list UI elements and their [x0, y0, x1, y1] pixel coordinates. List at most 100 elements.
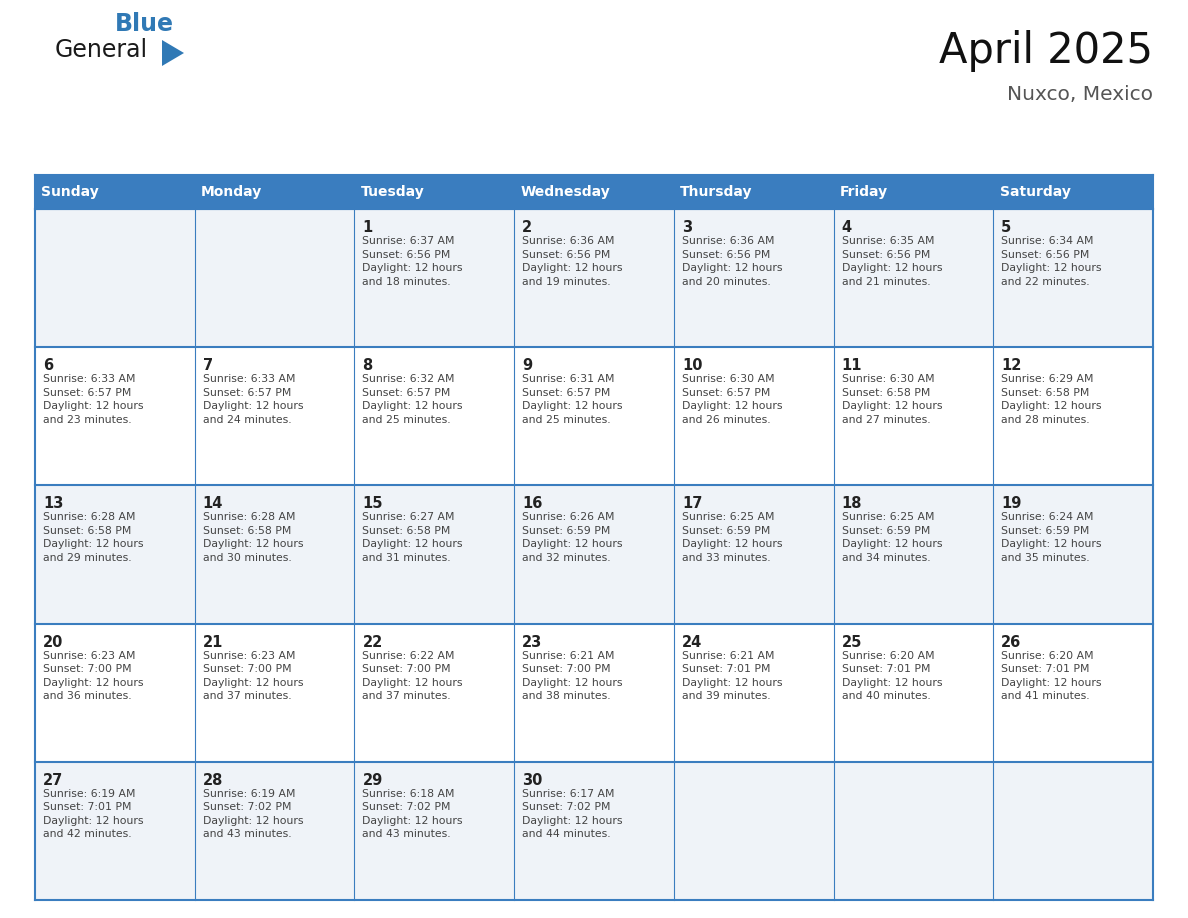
- Text: 7: 7: [203, 358, 213, 374]
- Text: 22: 22: [362, 634, 383, 650]
- Text: and 29 minutes.: and 29 minutes.: [43, 553, 132, 563]
- Text: and 34 minutes.: and 34 minutes.: [841, 553, 930, 563]
- Text: Daylight: 12 hours: Daylight: 12 hours: [841, 677, 942, 688]
- Text: Sunset: 7:00 PM: Sunset: 7:00 PM: [523, 664, 611, 674]
- Text: and 44 minutes.: and 44 minutes.: [523, 829, 611, 839]
- Text: Wednesday: Wednesday: [520, 185, 611, 199]
- Bar: [34, 762, 1154, 900]
- Text: 13: 13: [43, 497, 63, 511]
- Text: Sunset: 6:57 PM: Sunset: 6:57 PM: [203, 387, 291, 397]
- Text: 1: 1: [362, 220, 373, 235]
- Text: Friday: Friday: [840, 185, 889, 199]
- Bar: [34, 347, 1154, 486]
- Text: and 24 minutes.: and 24 minutes.: [203, 415, 291, 425]
- Text: 28: 28: [203, 773, 223, 788]
- Text: Sunrise: 6:21 AM: Sunrise: 6:21 AM: [682, 651, 775, 661]
- Text: and 20 minutes.: and 20 minutes.: [682, 276, 771, 286]
- Text: Thursday: Thursday: [681, 185, 753, 199]
- Text: Monday: Monday: [201, 185, 263, 199]
- Text: Daylight: 12 hours: Daylight: 12 hours: [362, 540, 463, 550]
- Text: 21: 21: [203, 634, 223, 650]
- Text: Sunrise: 6:30 AM: Sunrise: 6:30 AM: [682, 375, 775, 385]
- Text: and 22 minutes.: and 22 minutes.: [1001, 276, 1089, 286]
- Text: Sunrise: 6:36 AM: Sunrise: 6:36 AM: [682, 236, 775, 246]
- Bar: [34, 209, 1154, 347]
- Text: Daylight: 12 hours: Daylight: 12 hours: [362, 401, 463, 411]
- Text: Daylight: 12 hours: Daylight: 12 hours: [841, 540, 942, 550]
- Text: Sunrise: 6:20 AM: Sunrise: 6:20 AM: [1001, 651, 1094, 661]
- Text: General: General: [55, 38, 148, 62]
- Text: Daylight: 12 hours: Daylight: 12 hours: [362, 677, 463, 688]
- Text: and 21 minutes.: and 21 minutes.: [841, 276, 930, 286]
- Text: Daylight: 12 hours: Daylight: 12 hours: [1001, 263, 1101, 273]
- Text: Sunrise: 6:33 AM: Sunrise: 6:33 AM: [43, 375, 135, 385]
- Text: Daylight: 12 hours: Daylight: 12 hours: [43, 677, 144, 688]
- Text: Sunset: 6:56 PM: Sunset: 6:56 PM: [682, 250, 770, 260]
- Text: and 43 minutes.: and 43 minutes.: [362, 829, 451, 839]
- Text: 10: 10: [682, 358, 702, 374]
- Text: 14: 14: [203, 497, 223, 511]
- Text: and 31 minutes.: and 31 minutes.: [362, 553, 451, 563]
- Text: and 39 minutes.: and 39 minutes.: [682, 691, 771, 701]
- Text: and 43 minutes.: and 43 minutes.: [203, 829, 291, 839]
- Text: and 33 minutes.: and 33 minutes.: [682, 553, 771, 563]
- Text: Sunrise: 6:30 AM: Sunrise: 6:30 AM: [841, 375, 934, 385]
- Text: Daylight: 12 hours: Daylight: 12 hours: [841, 401, 942, 411]
- Text: 4: 4: [841, 220, 852, 235]
- Text: 8: 8: [362, 358, 373, 374]
- Text: and 38 minutes.: and 38 minutes.: [523, 691, 611, 701]
- Text: Sunrise: 6:23 AM: Sunrise: 6:23 AM: [203, 651, 295, 661]
- Text: and 23 minutes.: and 23 minutes.: [43, 415, 132, 425]
- Text: 25: 25: [841, 634, 862, 650]
- Text: Daylight: 12 hours: Daylight: 12 hours: [523, 263, 623, 273]
- Text: Sunset: 6:59 PM: Sunset: 6:59 PM: [682, 526, 770, 536]
- Text: Sunrise: 6:31 AM: Sunrise: 6:31 AM: [523, 375, 614, 385]
- Text: 30: 30: [523, 773, 543, 788]
- Text: 5: 5: [1001, 220, 1011, 235]
- Text: 17: 17: [682, 497, 702, 511]
- Text: Sunrise: 6:18 AM: Sunrise: 6:18 AM: [362, 789, 455, 799]
- Text: Daylight: 12 hours: Daylight: 12 hours: [682, 401, 783, 411]
- Text: Nuxco, Mexico: Nuxco, Mexico: [1007, 85, 1154, 104]
- Text: and 41 minutes.: and 41 minutes.: [1001, 691, 1089, 701]
- Text: Sunrise: 6:35 AM: Sunrise: 6:35 AM: [841, 236, 934, 246]
- Text: and 25 minutes.: and 25 minutes.: [523, 415, 611, 425]
- Text: 11: 11: [841, 358, 862, 374]
- Text: Sunset: 7:00 PM: Sunset: 7:00 PM: [43, 664, 132, 674]
- Text: Daylight: 12 hours: Daylight: 12 hours: [43, 540, 144, 550]
- Text: Sunset: 7:01 PM: Sunset: 7:01 PM: [682, 664, 770, 674]
- Text: Daylight: 12 hours: Daylight: 12 hours: [523, 540, 623, 550]
- Text: and 42 minutes.: and 42 minutes.: [43, 829, 132, 839]
- Text: Sunrise: 6:37 AM: Sunrise: 6:37 AM: [362, 236, 455, 246]
- Text: 20: 20: [43, 634, 63, 650]
- Text: and 36 minutes.: and 36 minutes.: [43, 691, 132, 701]
- Text: Sunset: 6:58 PM: Sunset: 6:58 PM: [841, 387, 930, 397]
- Text: Sunrise: 6:27 AM: Sunrise: 6:27 AM: [362, 512, 455, 522]
- Text: and 27 minutes.: and 27 minutes.: [841, 415, 930, 425]
- Text: Sunset: 6:58 PM: Sunset: 6:58 PM: [43, 526, 132, 536]
- Text: Sunrise: 6:20 AM: Sunrise: 6:20 AM: [841, 651, 934, 661]
- Text: 9: 9: [523, 358, 532, 374]
- Text: and 37 minutes.: and 37 minutes.: [203, 691, 291, 701]
- Text: Daylight: 12 hours: Daylight: 12 hours: [523, 401, 623, 411]
- Text: April 2025: April 2025: [939, 30, 1154, 72]
- Text: and 28 minutes.: and 28 minutes.: [1001, 415, 1089, 425]
- Text: 27: 27: [43, 773, 63, 788]
- Text: and 26 minutes.: and 26 minutes.: [682, 415, 771, 425]
- Text: Sunset: 6:57 PM: Sunset: 6:57 PM: [523, 387, 611, 397]
- Text: Daylight: 12 hours: Daylight: 12 hours: [362, 816, 463, 826]
- Text: Sunset: 6:59 PM: Sunset: 6:59 PM: [1001, 526, 1089, 536]
- Text: and 19 minutes.: and 19 minutes.: [523, 276, 611, 286]
- Text: Daylight: 12 hours: Daylight: 12 hours: [203, 816, 303, 826]
- Text: 19: 19: [1001, 497, 1022, 511]
- Text: Sunset: 6:56 PM: Sunset: 6:56 PM: [362, 250, 450, 260]
- Text: Daylight: 12 hours: Daylight: 12 hours: [841, 263, 942, 273]
- Text: and 18 minutes.: and 18 minutes.: [362, 276, 451, 286]
- Text: Sunset: 6:57 PM: Sunset: 6:57 PM: [682, 387, 770, 397]
- Text: 24: 24: [682, 634, 702, 650]
- Text: Sunrise: 6:19 AM: Sunrise: 6:19 AM: [203, 789, 295, 799]
- Text: Sunrise: 6:29 AM: Sunrise: 6:29 AM: [1001, 375, 1094, 385]
- Text: Sunset: 6:59 PM: Sunset: 6:59 PM: [841, 526, 930, 536]
- Text: and 35 minutes.: and 35 minutes.: [1001, 553, 1089, 563]
- Text: Sunrise: 6:36 AM: Sunrise: 6:36 AM: [523, 236, 614, 246]
